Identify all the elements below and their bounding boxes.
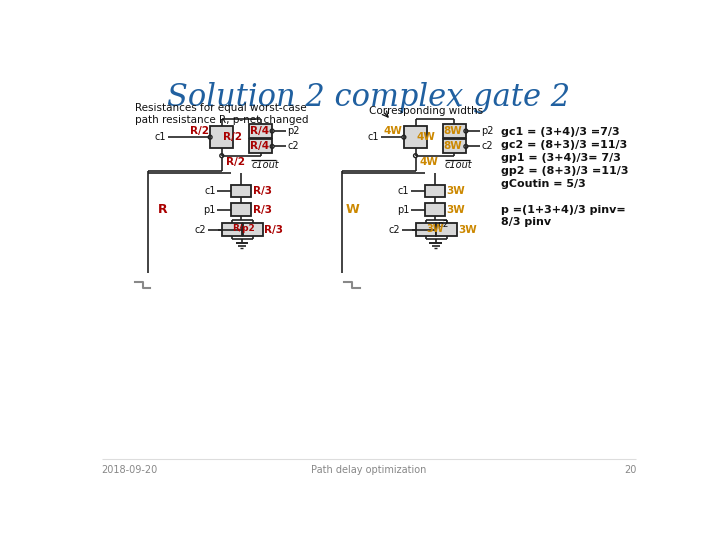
Text: Resistances for equal worst-case
path resistance R, p-net changed: Resistances for equal worst-case path re…	[135, 103, 308, 125]
Text: gp1 = (3+4)/3= 7/3: gp1 = (3+4)/3= 7/3	[500, 153, 621, 163]
Bar	[243, 224, 263, 236]
Text: R/4: R/4	[250, 141, 269, 151]
Text: 4W: 4W	[384, 126, 402, 137]
Text: 8W: 8W	[444, 141, 462, 151]
Text: R: R	[158, 203, 168, 216]
Bar	[210, 126, 233, 148]
Text: p2: p2	[437, 220, 449, 229]
Bar	[231, 204, 251, 215]
Text: p2: p2	[482, 126, 494, 136]
Text: c1out: c1out	[445, 159, 472, 170]
Text: 3W: 3W	[458, 225, 477, 234]
Text: gc2 = (8+3)/3 =11/3: gc2 = (8+3)/3 =11/3	[500, 140, 627, 150]
Text: p2: p2	[287, 126, 300, 136]
Text: R/2: R/2	[225, 157, 245, 167]
Bar	[404, 126, 427, 148]
Text: c1: c1	[155, 132, 166, 142]
Bar	[249, 124, 272, 138]
Text: c2: c2	[287, 141, 300, 151]
Text: W: W	[346, 203, 359, 216]
Text: gc1 = (3+4)/3 =7/3: gc1 = (3+4)/3 =7/3	[500, 127, 619, 137]
Bar	[443, 139, 466, 153]
Text: 4W: 4W	[416, 132, 435, 142]
Text: gCoutin = 5/3: gCoutin = 5/3	[500, 179, 585, 189]
Text: 3W: 3W	[446, 205, 465, 214]
Text: c1: c1	[397, 186, 409, 196]
Text: p1: p1	[203, 205, 215, 214]
Bar	[249, 139, 272, 153]
Text: 8/3 pinv: 8/3 pinv	[500, 217, 551, 227]
Text: c1: c1	[368, 132, 379, 142]
Text: c1out: c1out	[251, 159, 279, 170]
Text: gp2 = (8+3)/3 =11/3: gp2 = (8+3)/3 =11/3	[500, 166, 629, 176]
Text: Solution 2 complex gate 2: Solution 2 complex gate 2	[168, 82, 570, 113]
Text: R/2: R/2	[222, 132, 241, 142]
Bar	[222, 224, 242, 236]
Bar	[443, 124, 466, 138]
Text: 8W: 8W	[444, 126, 462, 136]
Bar	[436, 224, 456, 236]
Text: 3W: 3W	[426, 224, 444, 234]
Text: Path delay optimization: Path delay optimization	[311, 465, 427, 475]
Text: p =(1+3+4)/3 pinv=: p =(1+3+4)/3 pinv=	[500, 205, 626, 215]
Text: R/3: R/3	[253, 205, 271, 214]
Text: R/3: R/3	[253, 186, 271, 196]
Text: R/3: R/3	[264, 225, 284, 234]
Text: p1: p1	[397, 205, 409, 214]
Text: Corresponding widths: Corresponding widths	[369, 106, 483, 116]
Bar	[415, 224, 436, 236]
Text: c2: c2	[482, 141, 493, 151]
Text: c1: c1	[204, 186, 215, 196]
Text: 20: 20	[624, 465, 636, 475]
Text: 3W: 3W	[446, 186, 465, 196]
Bar	[425, 204, 445, 215]
Text: c2: c2	[194, 225, 206, 234]
Text: R/2: R/2	[189, 126, 209, 137]
Text: R/4: R/4	[250, 126, 269, 136]
Text: R/p2: R/p2	[233, 224, 256, 233]
Text: c2: c2	[388, 225, 400, 234]
Text: 2018-09-20: 2018-09-20	[102, 465, 158, 475]
Bar	[425, 185, 445, 197]
Text: 4W: 4W	[419, 157, 438, 167]
Bar	[231, 185, 251, 197]
